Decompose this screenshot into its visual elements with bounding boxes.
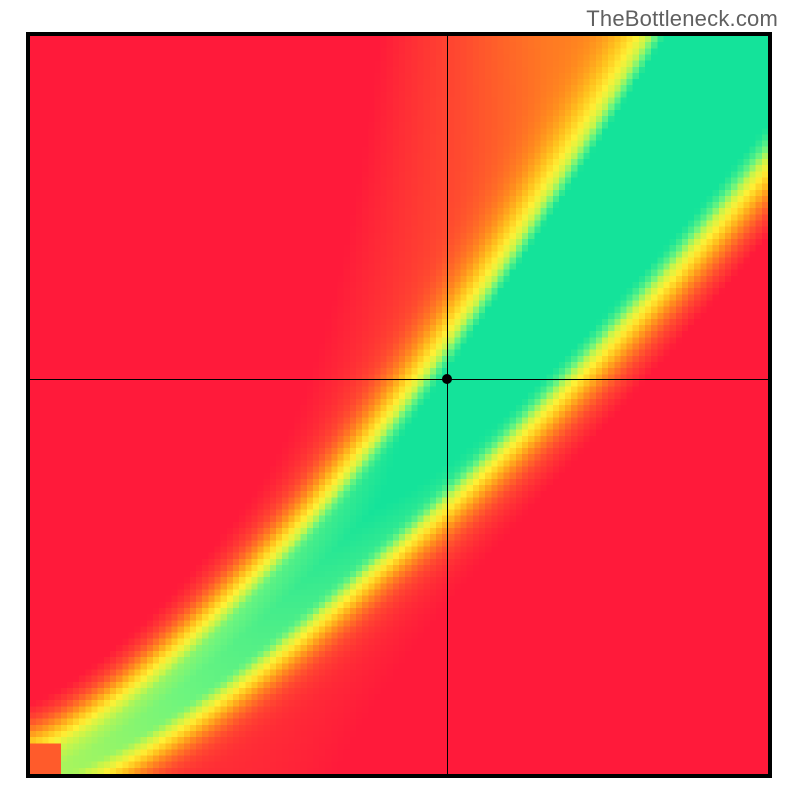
- data-point-marker: [442, 374, 452, 384]
- heatmap-canvas: [30, 36, 768, 774]
- watermark-text: TheBottleneck.com: [586, 6, 778, 32]
- chart-container: TheBottleneck.com: [0, 0, 800, 800]
- crosshair-vertical: [447, 36, 448, 774]
- heatmap-chart: [26, 32, 772, 778]
- crosshair-horizontal: [30, 379, 768, 380]
